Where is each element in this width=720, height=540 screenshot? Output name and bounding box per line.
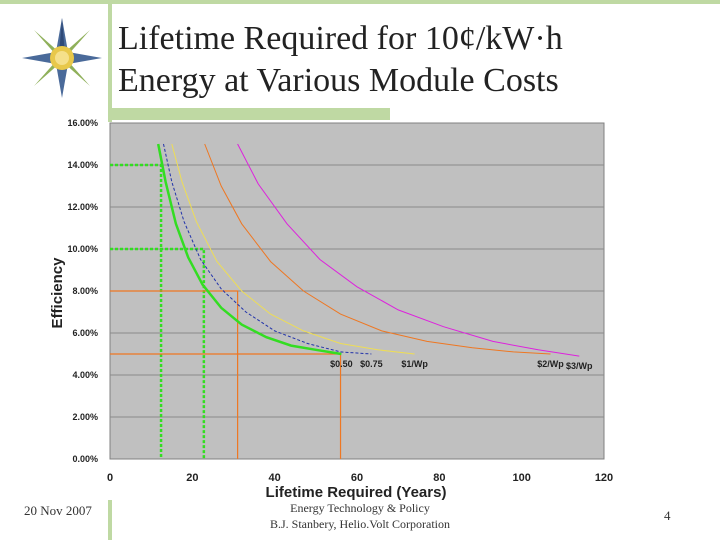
title-underline-bar (108, 108, 390, 120)
footer-date: 20 Nov 2007 (24, 503, 92, 518)
x-tick-label: 20 (186, 472, 198, 484)
reference-line (110, 290, 239, 459)
series-line (156, 143, 342, 356)
slide-title: Lifetime Required for 10¢/kW·h Energy at… (118, 18, 708, 102)
series-label: $2/Wp (537, 359, 564, 369)
y-tick-label: 6.00% (72, 328, 98, 338)
y-tick-label: 0.00% (72, 454, 98, 464)
title-line-2: Energy at Various Module Costs (118, 62, 559, 99)
x-tick-label: 120 (595, 472, 613, 484)
y-tick-label: 16.00% (67, 118, 98, 128)
y-tick-label: 2.00% (72, 412, 98, 422)
y-tick-label: 10.00% (67, 244, 98, 254)
left-accent-bar (108, 0, 112, 122)
series-line (171, 143, 415, 355)
y-tick-label: 12.00% (67, 202, 98, 212)
series-label: $1/Wp (401, 359, 428, 369)
series-line (237, 143, 580, 357)
y-tick-label: 14.00% (67, 160, 98, 170)
series-line (204, 143, 551, 355)
x-tick-label: 0 (107, 472, 113, 484)
y-tick-label: 4.00% (72, 370, 98, 380)
series-label: $3/Wp (566, 361, 593, 371)
footer-line-1: Energy Technology & Policy (290, 501, 430, 515)
footer-line-2: B.J. Stanbery, Helio.Volt Corporation (270, 517, 450, 531)
title-line-1: Lifetime Required for 10¢/kW·h (118, 20, 563, 57)
compass-star-icon (22, 18, 102, 98)
series-label: $0.50 (330, 359, 353, 369)
x-tick-label: 60 (351, 472, 363, 484)
reference-line (110, 247, 206, 459)
top-accent-bar (0, 0, 720, 4)
x-tick-label: 80 (433, 472, 445, 484)
page-number: 4 (664, 508, 671, 523)
x-axis-label: Lifetime Required (Years) (266, 484, 447, 501)
y-tick-label: 8.00% (72, 286, 98, 296)
x-tick-label: 100 (512, 472, 530, 484)
bottom-accent-bar (108, 500, 112, 540)
x-tick-label: 40 (269, 472, 281, 484)
series-label: $0.75 (360, 359, 383, 369)
footer-credits: Energy Technology & Policy B.J. Stanbery… (240, 500, 480, 532)
y-axis-label: Efficiency (49, 257, 66, 329)
